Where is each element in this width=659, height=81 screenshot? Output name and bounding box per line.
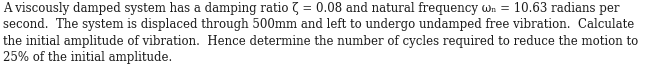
Text: A viscously damped system has a damping ratio ζ = 0.08 and natural frequency ωₙ : A viscously damped system has a damping … [3,2,639,64]
